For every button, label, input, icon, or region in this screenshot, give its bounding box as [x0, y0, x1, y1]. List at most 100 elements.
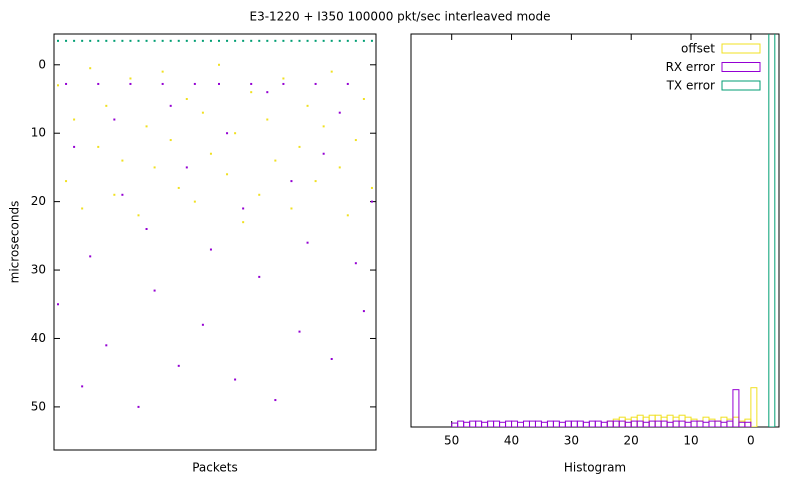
point [113, 39, 116, 42]
bar [624, 421, 632, 427]
bar [768, 34, 776, 427]
bar [558, 421, 566, 427]
bar [576, 420, 584, 427]
point [322, 39, 325, 42]
bar [481, 421, 489, 427]
point [362, 98, 365, 100]
bar [618, 416, 626, 427]
x-axis-label: Histogram [564, 461, 626, 475]
bar [702, 421, 710, 427]
point [354, 262, 357, 265]
point [209, 39, 212, 42]
point [354, 139, 357, 142]
point [274, 39, 277, 42]
bar [636, 420, 644, 427]
point [250, 39, 253, 42]
point [201, 39, 204, 42]
bar [600, 421, 608, 427]
x-tick-label: 10 [683, 434, 698, 448]
point [218, 63, 220, 66]
x-tick-label: 0 [747, 434, 755, 448]
bar [457, 420, 465, 427]
legend-label: offset [681, 42, 715, 56]
bar [732, 389, 740, 427]
legend-label: TX error [666, 79, 715, 93]
bar [552, 420, 560, 427]
y-tick-label: 40 [31, 331, 46, 345]
point [65, 82, 68, 85]
bar [690, 420, 698, 427]
point [354, 39, 357, 42]
bar [618, 420, 626, 427]
point [73, 118, 76, 121]
point [73, 39, 76, 42]
point [97, 39, 100, 42]
bar [630, 416, 638, 427]
bar [528, 420, 536, 427]
bar [606, 420, 614, 427]
point [161, 39, 164, 42]
bar [660, 420, 668, 427]
bar [732, 416, 740, 427]
bar [505, 420, 513, 427]
point [274, 159, 277, 162]
point [218, 82, 220, 85]
bar [738, 421, 746, 427]
bar [588, 420, 596, 427]
point [161, 70, 164, 73]
point [322, 152, 325, 155]
point [370, 39, 373, 42]
bar [630, 420, 638, 427]
y-tick-label: 10 [31, 126, 46, 140]
point [338, 166, 341, 169]
point [129, 82, 132, 85]
legend-swatch [721, 62, 761, 72]
point [226, 132, 229, 135]
bar [744, 421, 752, 427]
point [201, 323, 204, 326]
point [65, 180, 68, 183]
legend-label: RX error [666, 60, 715, 74]
point [362, 310, 365, 313]
point [234, 132, 237, 135]
x-tick-label: 50 [444, 434, 459, 448]
y-tick-label: 20 [31, 194, 46, 208]
point [218, 39, 220, 42]
point [234, 378, 237, 381]
plot-frame [410, 33, 780, 428]
point [137, 39, 140, 42]
point [282, 39, 285, 42]
bar [750, 387, 758, 427]
point [113, 193, 116, 196]
point [290, 180, 293, 183]
point [57, 84, 59, 87]
point [290, 39, 293, 42]
point [73, 145, 76, 148]
bar [744, 418, 752, 427]
point [113, 118, 116, 121]
point [193, 200, 196, 203]
point [137, 405, 140, 408]
bar [463, 421, 471, 427]
bar [624, 418, 632, 427]
point [266, 118, 269, 121]
bar [660, 416, 668, 427]
point [57, 39, 59, 42]
bar [564, 420, 572, 427]
bar [475, 420, 483, 427]
bar [582, 421, 590, 427]
point [193, 39, 196, 42]
point [193, 82, 196, 85]
bars [451, 34, 776, 427]
point [153, 289, 156, 292]
bar [714, 420, 722, 427]
point [169, 139, 172, 142]
x-axis-label: Packets [192, 461, 238, 475]
bar [690, 418, 698, 427]
point [250, 82, 253, 85]
point [89, 255, 92, 258]
legend-swatch [721, 43, 761, 54]
bar [469, 420, 477, 427]
bar [684, 421, 692, 427]
